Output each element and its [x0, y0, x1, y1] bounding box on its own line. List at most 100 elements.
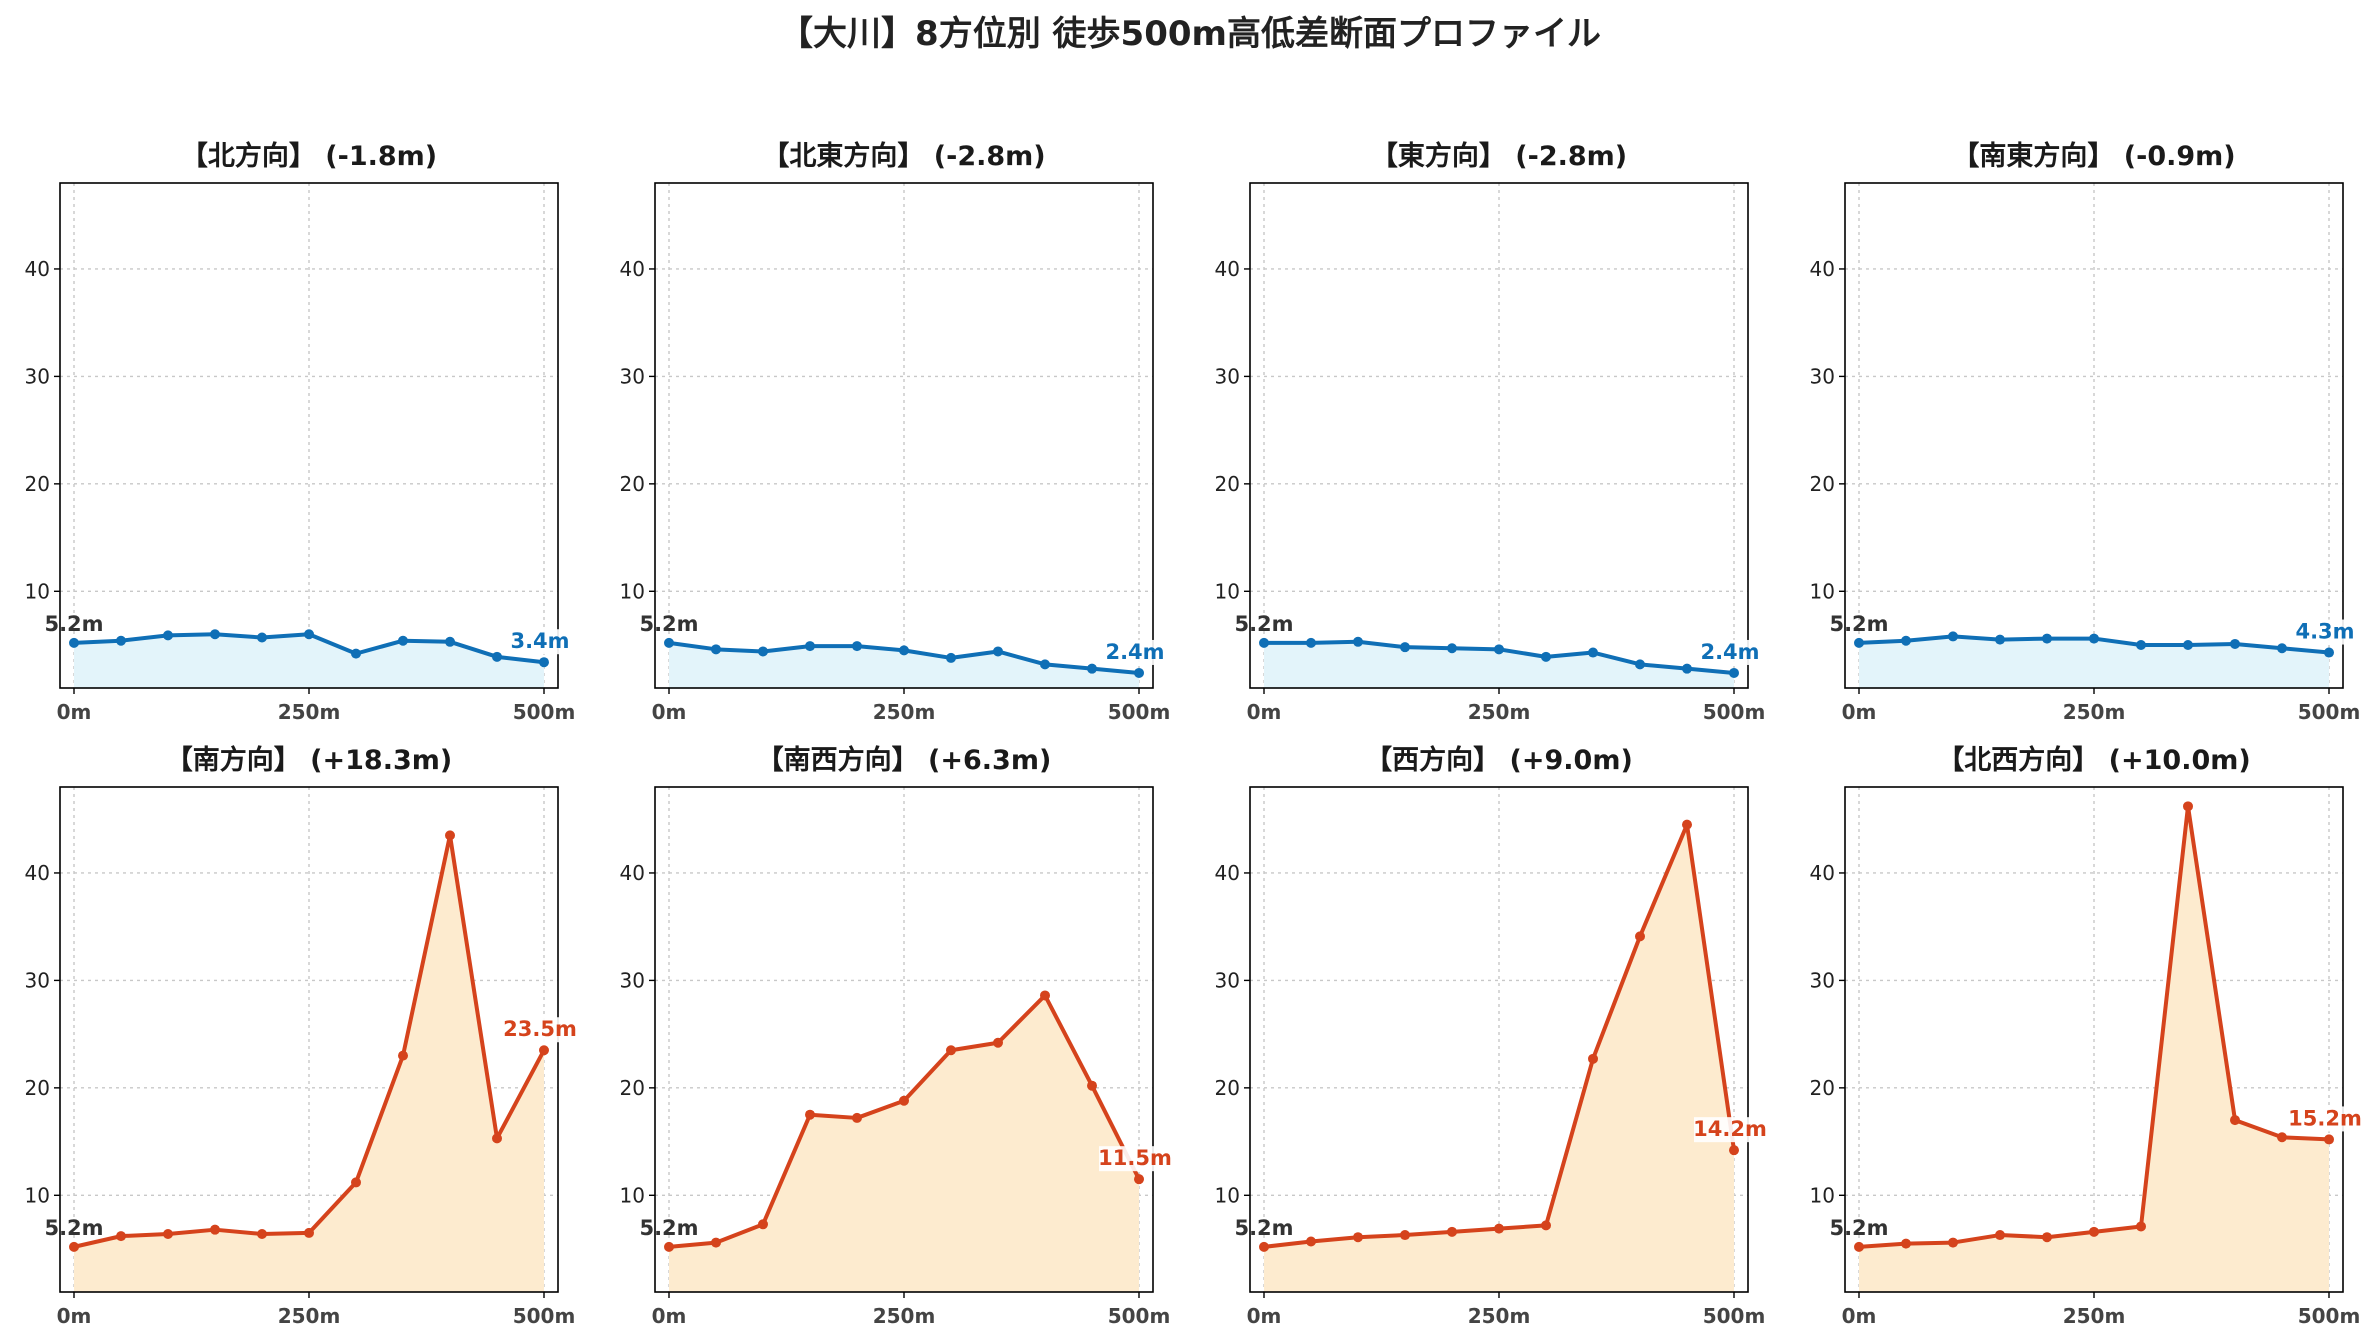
end-label-bg [2289, 619, 2363, 645]
data-point [664, 637, 674, 648]
panel-6: 【南西方向】 (+6.3m) 10 20 30 40 0m 250m 500m 5.2m 11.5… [620, 744, 1173, 1328]
data-point [116, 635, 126, 646]
data-point [1353, 1232, 1363, 1243]
area-fill [74, 634, 544, 688]
data-point [1541, 651, 1551, 662]
end-elevation-label: 14.2m [1693, 1117, 1767, 1141]
x-tick-label: 500m [513, 700, 576, 724]
data-point [852, 641, 862, 652]
end-elevation-label: 15.2m [2288, 1106, 2362, 1130]
data-point [1087, 1080, 1097, 1091]
end-elevation-label: 23.5m [503, 1017, 577, 1041]
data-point [1729, 667, 1739, 678]
data-point [1306, 1236, 1316, 1247]
data-point [1729, 1145, 1739, 1156]
panel-title: 【西方向】 (+9.0m) [1365, 744, 1633, 776]
data-point [257, 632, 267, 643]
data-point [1259, 1241, 1269, 1252]
data-point [1635, 659, 1645, 670]
y-tick-label: 20 [620, 472, 645, 496]
x-tick-label: 500m [1703, 700, 1766, 724]
panel-3: 【東方向】 (-2.8m) 10 20 30 40 0m 250m 500m 5.2m 2.4m [1215, 140, 1768, 724]
data-point [1447, 1226, 1457, 1237]
panel-7: 【西方向】 (+9.0m) 10 20 30 40 0m 250m 500m 5.2m 14.2m [1215, 744, 1768, 1328]
data-point [1306, 637, 1316, 648]
x-tick-label: 250m [278, 700, 341, 724]
data-point [2277, 643, 2287, 654]
data-point [2136, 640, 2146, 651]
data-point [539, 657, 549, 668]
end-elevation-label: 2.4m [1105, 640, 1164, 664]
data-point [946, 1045, 956, 1056]
start-elevation-label: 5.2m [44, 1216, 103, 1240]
y-tick-label: 30 [620, 968, 645, 992]
y-tick-label: 40 [620, 861, 645, 885]
end-label-bg [1694, 1117, 1768, 1143]
data-point [1854, 637, 1864, 648]
data-point [492, 1133, 502, 1144]
data-point [1854, 1241, 1864, 1252]
data-point [2183, 801, 2193, 812]
start-elevation-label: 5.2m [1234, 1216, 1293, 1240]
data-point [304, 629, 314, 640]
x-tick-label: 0m [652, 700, 687, 724]
end-elevation-label: 4.3m [2295, 620, 2354, 644]
data-point [2277, 1132, 2287, 1143]
data-point [758, 646, 768, 657]
data-point [805, 1109, 815, 1120]
data-point [1134, 667, 1144, 678]
data-point [2042, 633, 2052, 644]
data-point [69, 637, 79, 648]
y-tick-label: 10 [1810, 579, 1835, 603]
data-point [69, 1241, 79, 1252]
y-tick-label: 30 [1810, 968, 1835, 992]
data-point [1134, 1174, 1144, 1185]
x-tick-label: 500m [2298, 700, 2361, 724]
start-elevation-label: 5.2m [639, 1216, 698, 1240]
end-label-bg [1099, 1146, 1173, 1172]
data-point [664, 1241, 674, 1252]
data-point [1901, 635, 1911, 646]
data-point [445, 636, 455, 647]
y-tick-label: 30 [25, 364, 50, 388]
panel-8: 【北西方向】 (+10.0m) 10 20 30 40 0m 250m 500m 5.2m 15.… [1810, 744, 2363, 1328]
panel-title: 【東方向】 (-2.8m) [1371, 140, 1627, 172]
y-tick-label: 40 [1810, 861, 1835, 885]
x-tick-label: 250m [1468, 700, 1531, 724]
area-fill [1859, 806, 2329, 1292]
start-elevation-label: 5.2m [1829, 1216, 1888, 1240]
start-elevation-label: 5.2m [44, 612, 103, 636]
y-tick-label: 10 [620, 1183, 645, 1207]
data-point [1682, 819, 1692, 830]
data-point [1400, 642, 1410, 653]
x-tick-label: 250m [2063, 700, 2126, 724]
figure-title: 【大川】8方位別 徒歩500m高低差断面プロファイル [779, 14, 1601, 54]
data-point [1995, 1230, 2005, 1241]
end-label-bg [1099, 639, 1173, 665]
y-tick-label: 10 [1215, 1183, 1240, 1207]
y-tick-label: 40 [25, 257, 50, 281]
x-tick-label: 250m [1468, 1304, 1531, 1328]
panel-4: 【南東方向】 (-0.9m) 10 20 30 40 0m 250m 500m 5.2m 4.3m [1810, 140, 2363, 724]
data-point [993, 1037, 1003, 1048]
data-point [899, 1095, 909, 1106]
data-point [2183, 640, 2193, 651]
y-tick-label: 40 [1215, 861, 1240, 885]
data-point [2089, 633, 2099, 644]
panel-title: 【南東方向】 (-0.9m) [1952, 140, 2235, 172]
data-point [492, 651, 502, 662]
y-tick-label: 20 [25, 1076, 50, 1100]
x-tick-label: 0m [1247, 700, 1282, 724]
data-point [2230, 638, 2240, 649]
y-tick-label: 40 [1810, 257, 1835, 281]
x-tick-label: 500m [1108, 1304, 1171, 1328]
start-elevation-label: 5.2m [1234, 612, 1293, 636]
panel-title: 【北方向】 (-1.8m) [181, 140, 437, 172]
data-point [1259, 637, 1269, 648]
x-tick-label: 0m [57, 1304, 92, 1328]
x-tick-label: 250m [873, 1304, 936, 1328]
data-point [304, 1227, 314, 1238]
y-tick-label: 30 [1215, 364, 1240, 388]
data-point [2042, 1232, 2052, 1243]
